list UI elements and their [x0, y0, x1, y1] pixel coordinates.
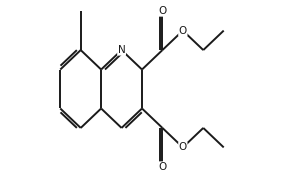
Text: O: O	[179, 26, 187, 36]
Text: O: O	[158, 162, 166, 172]
Text: O: O	[158, 6, 166, 16]
Text: O: O	[179, 142, 187, 152]
Text: N: N	[118, 45, 126, 55]
